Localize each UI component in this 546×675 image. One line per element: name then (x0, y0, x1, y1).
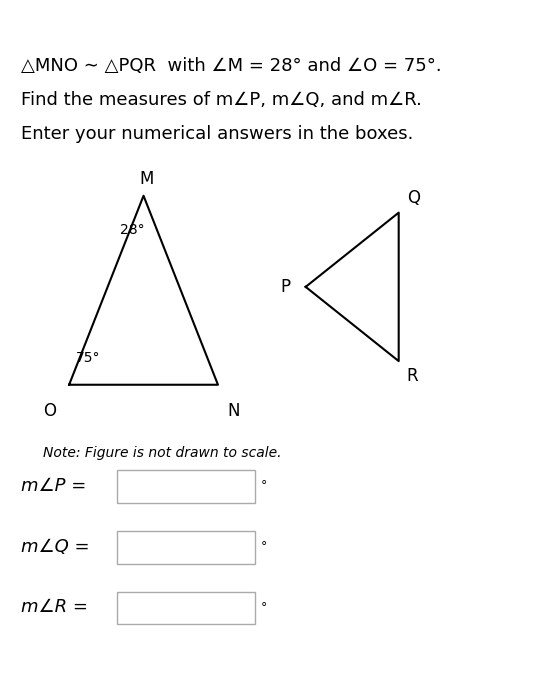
Text: Q: Q (407, 189, 420, 207)
Text: R: R (407, 367, 418, 385)
Text: °: ° (260, 540, 267, 553)
Text: °: ° (260, 601, 267, 614)
Text: m∠P =: m∠P = (21, 477, 87, 495)
Text: 75°: 75° (75, 350, 100, 364)
Text: P: P (281, 278, 291, 296)
Text: °: ° (260, 479, 267, 493)
Text: m∠R =: m∠R = (21, 599, 88, 616)
FancyBboxPatch shape (117, 470, 255, 503)
Text: △MNO ∼ △PQR  with ∠M = 28° and ∠O = 75°.: △MNO ∼ △PQR with ∠M = 28° and ∠O = 75°. (21, 57, 442, 76)
Text: Find the measures of m∠P, m∠Q, and m∠R.: Find the measures of m∠P, m∠Q, and m∠R. (21, 91, 422, 109)
Text: 28°: 28° (120, 223, 144, 237)
FancyBboxPatch shape (117, 592, 255, 624)
Text: m∠Q =: m∠Q = (21, 538, 90, 556)
FancyBboxPatch shape (117, 531, 255, 564)
Text: Enter your numerical answers in the boxes.: Enter your numerical answers in the boxe… (21, 125, 414, 143)
Text: N: N (228, 402, 240, 420)
Text: M: M (139, 169, 153, 188)
Text: O: O (43, 402, 56, 420)
Text: Note: Figure is not drawn to scale.: Note: Figure is not drawn to scale. (43, 446, 281, 460)
